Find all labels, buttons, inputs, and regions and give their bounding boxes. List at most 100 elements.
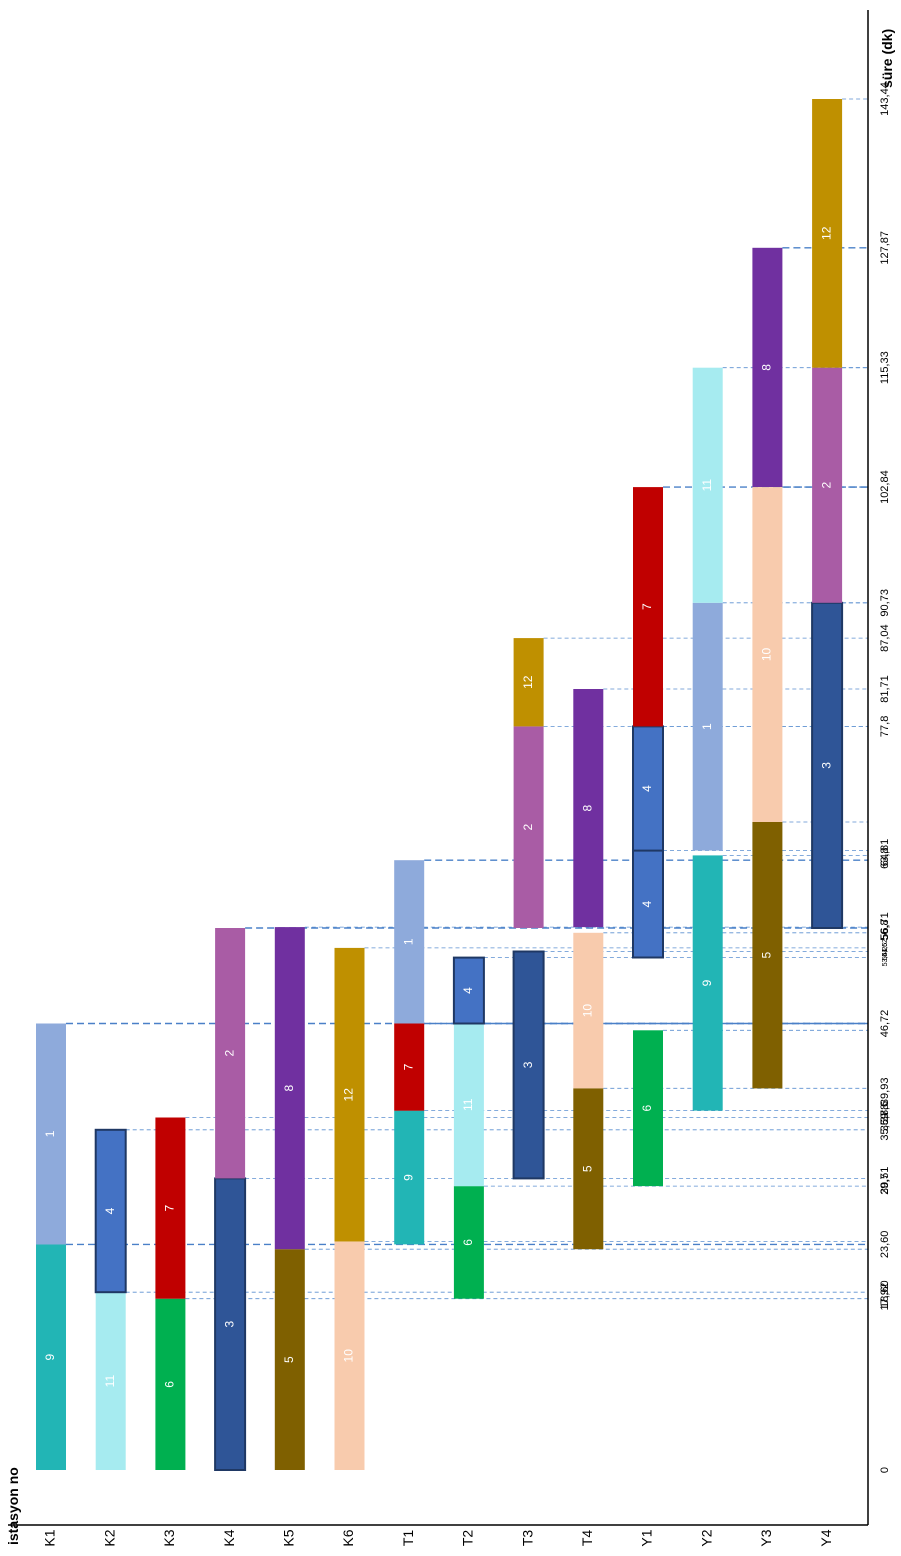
tick-label-127-87: 127,87 <box>879 231 891 265</box>
bar-segment-y1-job-6-0 <box>633 1030 663 1187</box>
segment-label-t3-0: 3 <box>521 1061 535 1068</box>
tick-label-81-71: 81,71 <box>879 675 891 703</box>
station-labels: K1 K2 K3 K4 K5 K6 T1 T2 T3 T4 Y1 Y2 Y3 Y4 <box>42 1529 834 1546</box>
bar-segment-t2-job-4-2 <box>452 956 485 1025</box>
tick-label-56-71: 56,71 <box>879 912 891 940</box>
bar-segment-t3-job-3-0 <box>512 950 545 1180</box>
tick-label-64-81: 64,81 <box>879 839 891 867</box>
station-bars: 9111467325810129716114321251086447911151… <box>36 99 844 1472</box>
segment-label-t1-0: 9 <box>401 1174 415 1181</box>
bar-segment-k5-job-5-0 <box>274 1249 305 1470</box>
tick-label-63-8: 63,8 <box>879 847 891 868</box>
bar-segment-k6-job-12-1 <box>334 947 365 1242</box>
station-label-y1: Y1 <box>639 1529 655 1546</box>
bar-segment-t4-job-10-1 <box>573 932 604 1089</box>
segment-label-t4-0: 5 <box>580 1165 594 1172</box>
segment-label-t3-1: 2 <box>521 824 535 831</box>
tick-label-29-7: 29,7 <box>879 1173 891 1194</box>
station-label-k5: K5 <box>281 1529 297 1546</box>
tick-label-35-59: 35,59 <box>879 1113 891 1141</box>
segment-label-k4-0: 3 <box>222 1321 236 1328</box>
segment-label-k1-1: 1 <box>43 1130 57 1137</box>
tick-label-37-6: 37,6 <box>879 1101 891 1122</box>
segment-label-k3-0: 6 <box>163 1381 177 1388</box>
segment-label-y3-0: 5 <box>760 952 774 959</box>
segment-label-y3-2: 8 <box>760 364 774 371</box>
segment-label-k5-0: 5 <box>282 1356 296 1363</box>
station-label-t2: T2 <box>460 1530 476 1547</box>
segment-label-k6-0: 10 <box>342 1349 356 1363</box>
bar-segment-y1-job-4-1 <box>632 849 664 959</box>
tick-label-18-60: 18,60 <box>879 1280 891 1308</box>
segment-label-t4-2: 8 <box>580 804 594 811</box>
segment-label-t2-2: 4 <box>461 987 475 994</box>
segment-label-y1-2: 4 <box>640 785 654 792</box>
station-label-y3: Y3 <box>758 1529 774 1546</box>
station-label-y2: Y2 <box>698 1529 714 1546</box>
segment-label-y1-1: 4 <box>640 900 654 907</box>
station-label-t3: T3 <box>519 1530 535 1547</box>
tick-label-54-62: 54,62 <box>882 939 889 957</box>
bar-segment-k6-job-10-0 <box>334 1241 365 1470</box>
bar-segment-y1-job-4-2 <box>632 725 664 852</box>
tick-label-102-84: 102,84 <box>879 470 891 504</box>
bar-segment-y4-job-3-0 <box>811 601 844 929</box>
tick-label-54-25: 54,25 <box>882 943 889 961</box>
tick-label-0: 0 <box>879 1467 891 1473</box>
bar-segment-t3-job-12-2 <box>513 638 544 727</box>
tick-label-53-61: 53,61 <box>882 949 889 967</box>
segment-label-y4-0: 3 <box>819 762 833 769</box>
bar-segment-y3-job-8-2 <box>752 247 783 487</box>
bar-segment-t1-job-1-2 <box>394 860 425 1024</box>
tick-label-30-51: 30,51 <box>879 1167 891 1195</box>
bar-segment-t4-job-8-2 <box>573 689 604 928</box>
segment-label-k3-1: 7 <box>163 1204 177 1211</box>
bar-segment-y4-job-2-1 <box>812 367 843 603</box>
station-label-t1: T1 <box>400 1530 416 1547</box>
segment-label-k4-1: 2 <box>222 1050 236 1057</box>
bar-segment-y3-job-5-0 <box>752 822 783 1089</box>
bar-segment-t4-job-5-0 <box>573 1088 604 1250</box>
bar-segment-k3-job-6-0 <box>155 1298 186 1470</box>
bar-segment-y4-job-12-2 <box>812 99 843 368</box>
station-label-k1: K1 <box>42 1529 58 1546</box>
bar-segment-k2-job-11-0 <box>95 1292 126 1470</box>
bar-segment-k4-job-2-1 <box>215 928 246 1179</box>
segment-label-k5-1: 8 <box>282 1085 296 1092</box>
segment-label-t2-0: 6 <box>461 1239 475 1246</box>
segment-label-t1-1: 7 <box>401 1063 415 1070</box>
segment-label-y2-1: 1 <box>700 723 714 730</box>
tick-label-56-8: 56,8 <box>879 919 891 940</box>
segment-label-y3-1: 10 <box>760 648 774 662</box>
segment-label-k6-1: 12 <box>342 1088 356 1102</box>
bar-segment-k5-job-8-1 <box>274 927 305 1250</box>
tick-label-77-8: 77,8 <box>879 716 891 737</box>
bar-segment-t1-job-9-0 <box>394 1110 425 1245</box>
time-axis-title: süre (dk) <box>879 29 895 88</box>
bar-segment-y2-job-9-0 <box>692 855 723 1111</box>
station-label-k3: K3 <box>161 1529 177 1546</box>
segment-label-y2-0: 9 <box>700 979 714 986</box>
tick-label-90-73: 90,73 <box>879 589 891 617</box>
bar-segment-t1-job-7-1 <box>394 1023 425 1111</box>
station-label-y4: Y4 <box>818 1529 834 1546</box>
segment-label-y4-1: 2 <box>819 482 833 489</box>
tick-label-39-93: 39,93 <box>879 1078 891 1106</box>
tick-label-17-92: 17,92 <box>879 1283 891 1311</box>
station-label-k6: K6 <box>340 1529 356 1546</box>
bar-segment-k1-job-9-0 <box>36 1244 66 1470</box>
segment-label-y4-2: 12 <box>819 226 833 240</box>
segment-label-y2-2: 11 <box>700 479 714 492</box>
bar-segment-t3-job-2-1 <box>513 726 544 928</box>
tick-label-87-04: 87,04 <box>879 624 891 652</box>
bar-segment-y1-job-7-3 <box>633 487 663 727</box>
station-label-t4: T4 <box>579 1530 595 1547</box>
segment-label-k2-1: 4 <box>103 1207 117 1214</box>
bar-segment-t2-job-6-0 <box>453 1186 484 1299</box>
bar-segment-y2-job-1-1 <box>692 602 723 851</box>
bar-segment-k3-job-7-1 <box>155 1117 186 1299</box>
segment-label-t3-2: 12 <box>521 675 535 689</box>
bar-segment-k1-job-1-1 <box>36 1023 66 1245</box>
